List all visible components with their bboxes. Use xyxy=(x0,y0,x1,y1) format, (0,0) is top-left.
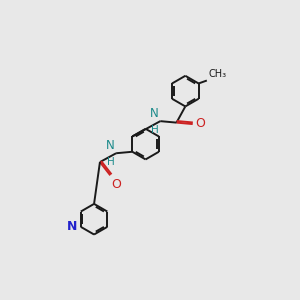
Text: H: H xyxy=(151,125,159,135)
Text: O: O xyxy=(112,178,122,191)
Text: O: O xyxy=(195,117,205,130)
Text: N: N xyxy=(150,107,159,120)
Text: N: N xyxy=(106,139,115,152)
Text: CH₃: CH₃ xyxy=(208,69,226,79)
Text: H: H xyxy=(107,157,115,167)
Text: N: N xyxy=(67,220,77,233)
